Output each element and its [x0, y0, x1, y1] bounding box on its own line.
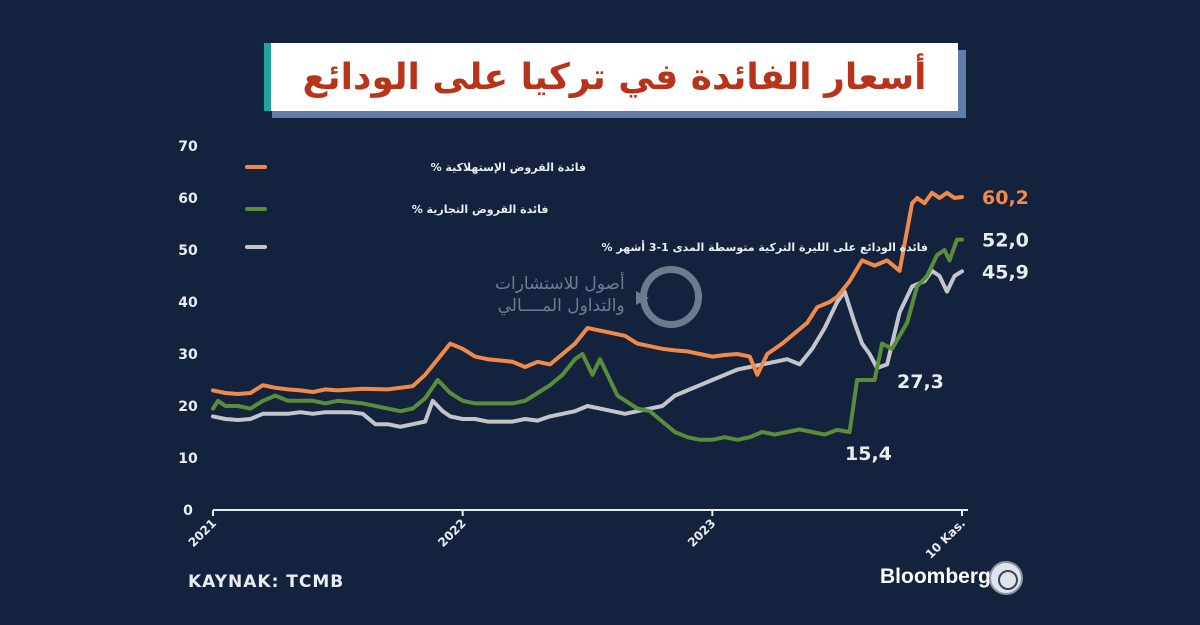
- commercial-end-label: 52,0: [982, 230, 1029, 252]
- annotation-commercial-low: 15,4: [845, 443, 892, 465]
- watermark-line-2: والتداول المــــالي: [497, 296, 625, 316]
- legend-consumer-label: فائدة القروض الإستهلاكية %: [431, 161, 587, 174]
- y-tick-label: 40: [178, 295, 198, 311]
- page-title: أسعار الفائدة في تركيا على الودائع: [302, 56, 927, 98]
- x-tick-label: 10 Kas.: [923, 516, 968, 561]
- source-label: KAYNAK: TCMB: [188, 572, 345, 592]
- commercial-loan-line: [211, 237, 964, 442]
- seal-icon: [989, 561, 1023, 595]
- watermark-text: أصول للاستشارات والتداول المــــالي: [495, 273, 625, 317]
- watermark-line-1: أصول للاستشارات: [495, 274, 625, 294]
- annotation-deposit-low: 27,3: [897, 371, 944, 393]
- legend-commercial-label: فائدة القروض التجارية %: [412, 203, 549, 216]
- watermark-logo-icon: [636, 266, 702, 328]
- title-banner: أسعار الفائدة في تركيا على الودائع: [264, 43, 958, 111]
- y-tick-label: 20: [178, 399, 198, 415]
- chart-lines: [211, 190, 964, 442]
- chart-labels: 60,2 52,0 45,9 27,3 15,4: [845, 187, 1029, 465]
- y-tick-label: 30: [178, 347, 198, 363]
- legend-deposit-label: فائدة الودائع على الليرة التركية متوسطة …: [602, 240, 929, 254]
- y-tick-label: 10: [178, 451, 198, 467]
- y-tick-label: 50: [178, 243, 198, 259]
- y-tick-label: 60: [178, 191, 198, 207]
- x-tick-label: 2022: [435, 516, 469, 550]
- y-tick-label: 70: [178, 139, 198, 155]
- x-tick-label: 2021: [186, 516, 220, 550]
- chart-axes: 0 10 20 30 40 50 60 70 2021 2022 2023 10 Kas.: [178, 139, 968, 561]
- consumer-end-label: 60,2: [982, 187, 1029, 209]
- bloomberg-logo: Bloomberg: [880, 565, 991, 588]
- x-tick-label: 2023: [685, 516, 719, 550]
- chart-legend: فائدة القروض الإستهلاكية % فائدة القروض ا…: [245, 161, 929, 254]
- consumer-loan-line: [211, 190, 964, 396]
- deposit-rate-line: [211, 268, 964, 429]
- y-tick-label: 0: [183, 503, 193, 519]
- deposit-end-label: 45,9: [982, 261, 1029, 283]
